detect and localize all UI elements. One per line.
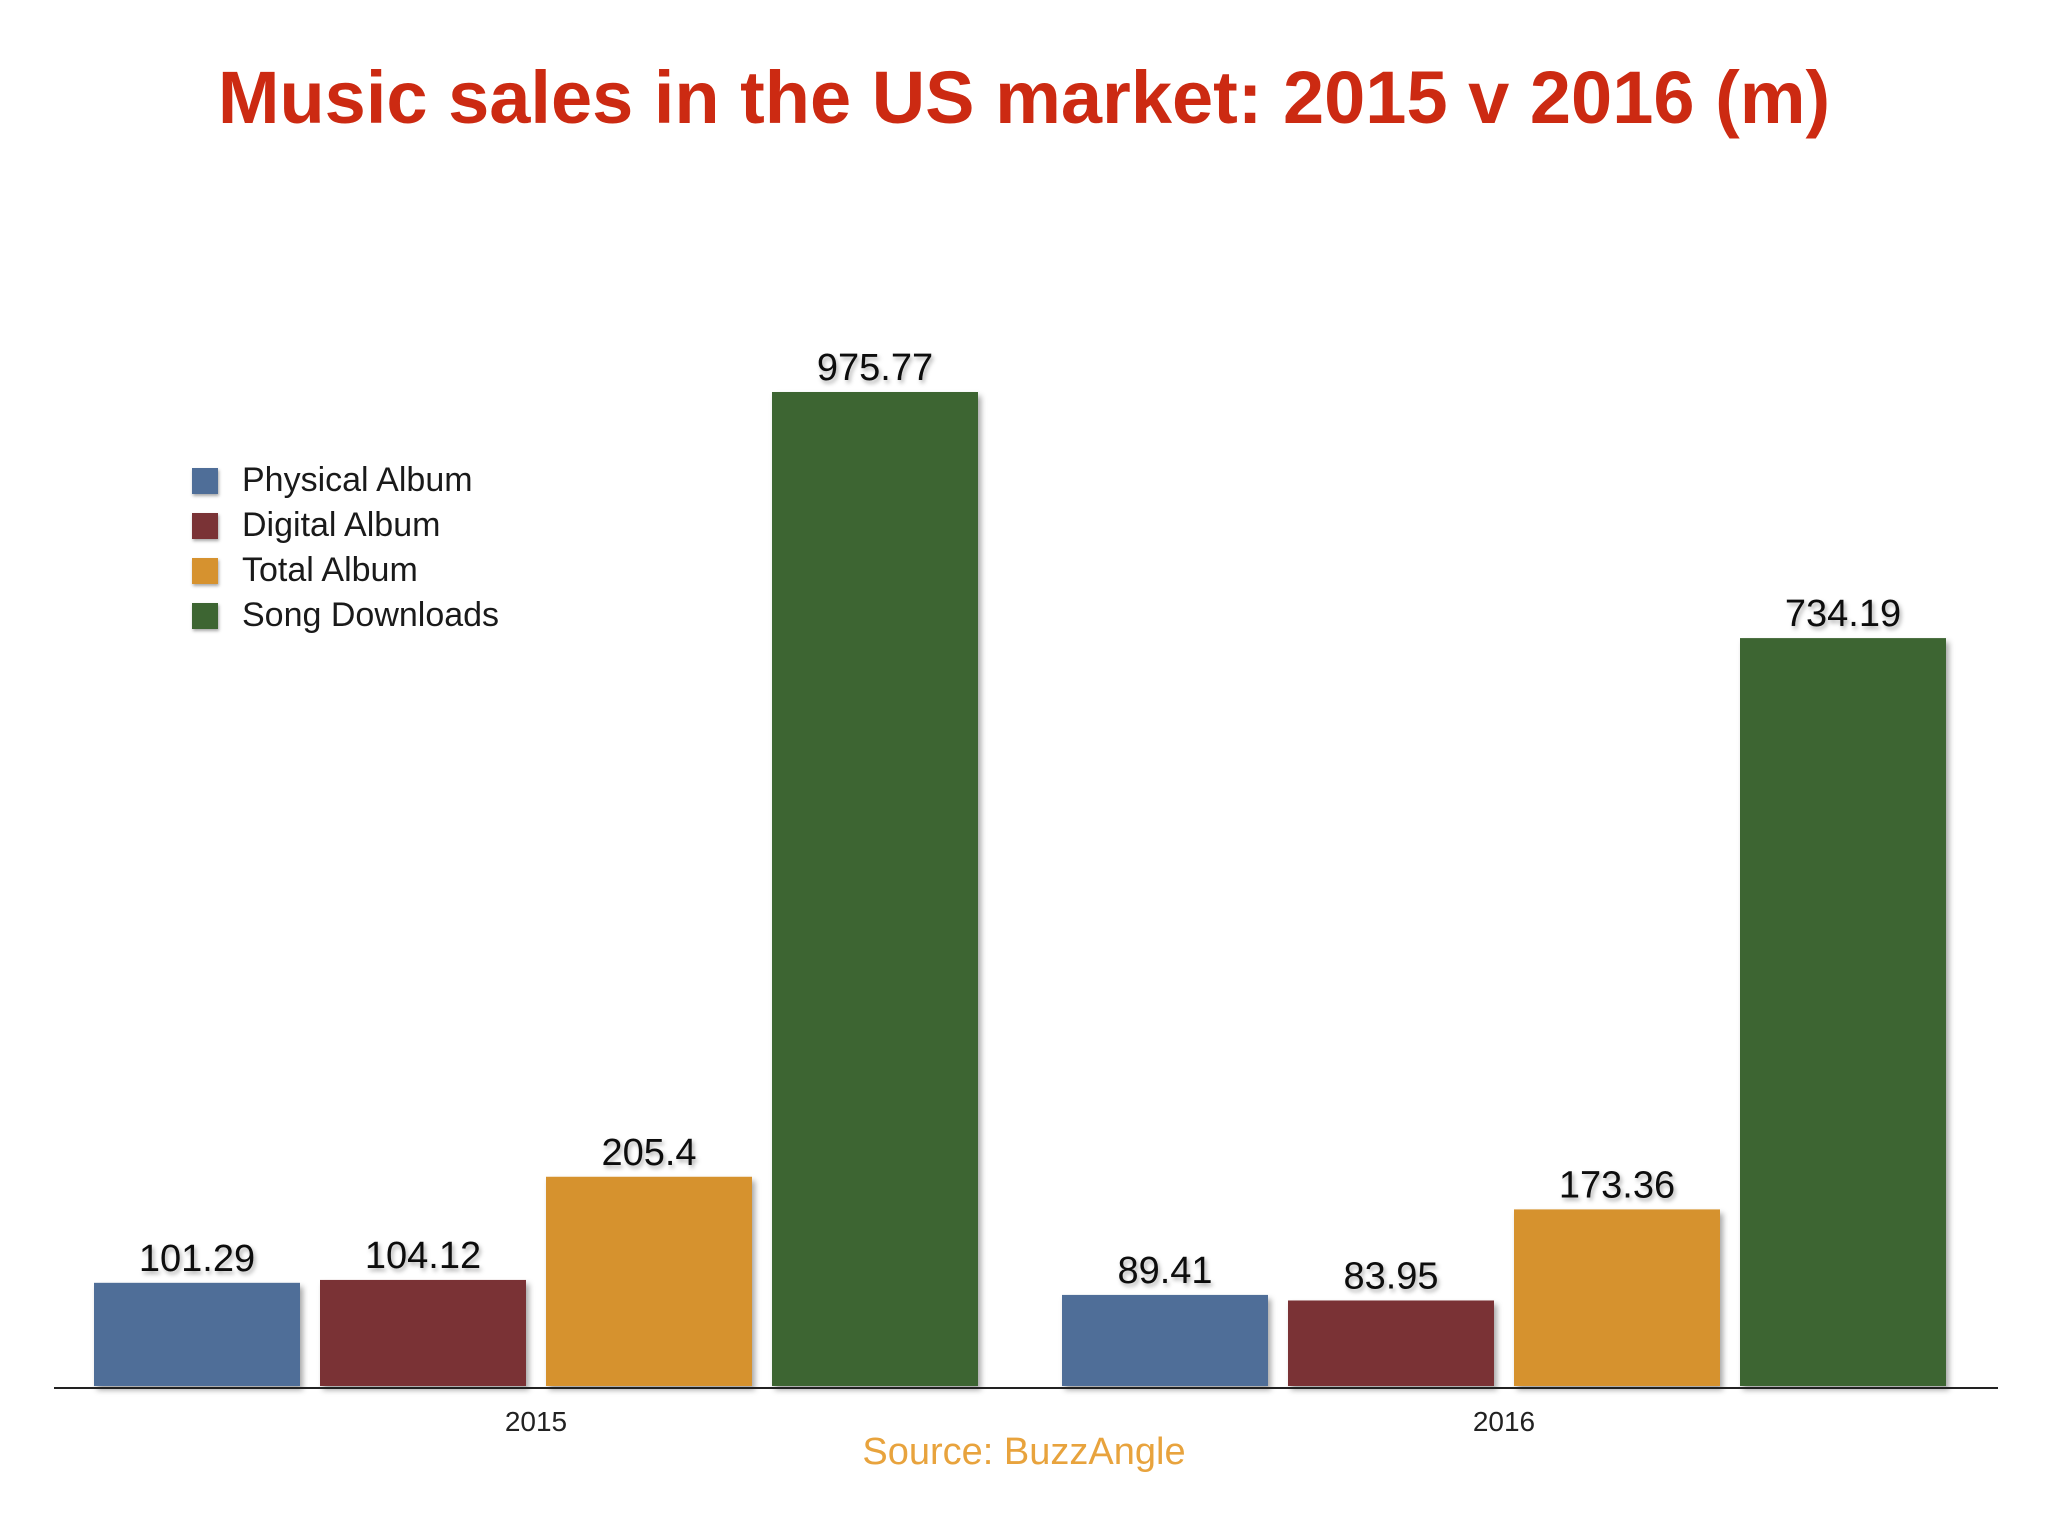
data-labels-layer: 101.29 104.12 205.4 975.77 89.41 83.95 173.36 7… xyxy=(139,347,1901,1297)
x-tick-labels: 2015 2016 xyxy=(505,1406,1535,1437)
legend-swatch xyxy=(192,467,218,494)
bar-song-downloads-2016 xyxy=(1740,638,1946,1386)
source-note: Source: BuzzAngle xyxy=(862,1431,1186,1473)
legend: Physical Album Digital Album Total Album… xyxy=(192,458,499,638)
bar-total-album-2015 xyxy=(546,1176,752,1386)
chart-title: Music sales in the US market: 2015 v 201… xyxy=(217,56,1831,139)
legend-swatch xyxy=(192,557,218,584)
data-label: 101.29 xyxy=(139,1238,255,1280)
legend-label: Physical Album xyxy=(242,461,473,499)
bar-digital-album-2016 xyxy=(1288,1300,1494,1386)
bar-total-album-2016 xyxy=(1514,1209,1720,1386)
data-label: 205.4 xyxy=(601,1132,696,1174)
legend-swatch xyxy=(192,512,218,539)
data-label: 83.95 xyxy=(1343,1255,1438,1297)
legend-item-song-downloads: Song Downloads xyxy=(192,593,499,638)
x-tick-label: 2015 xyxy=(505,1406,567,1437)
data-label: 734.19 xyxy=(1785,593,1901,635)
bar-song-downloads-2015 xyxy=(772,392,978,1386)
bars-layer xyxy=(94,392,1946,1386)
bar-physical-album-2016 xyxy=(1062,1294,1268,1386)
data-label: 104.12 xyxy=(365,1235,481,1277)
legend-label: Total Album xyxy=(242,551,418,589)
data-label: 89.41 xyxy=(1117,1250,1212,1292)
data-label: 975.77 xyxy=(817,347,933,389)
legend-item-digital-album: Digital Album xyxy=(192,503,499,548)
bar-physical-album-2015 xyxy=(94,1282,300,1386)
x-tick-label: 2016 xyxy=(1473,1406,1535,1437)
legend-swatch xyxy=(192,602,218,629)
legend-item-physical-album: Physical Album xyxy=(192,458,499,503)
legend-label: Digital Album xyxy=(242,506,441,544)
legend-item-total-album: Total Album xyxy=(192,548,499,593)
bar-digital-album-2015 xyxy=(320,1279,526,1386)
data-label: 173.36 xyxy=(1559,1164,1675,1206)
legend-label: Song Downloads xyxy=(242,596,500,634)
